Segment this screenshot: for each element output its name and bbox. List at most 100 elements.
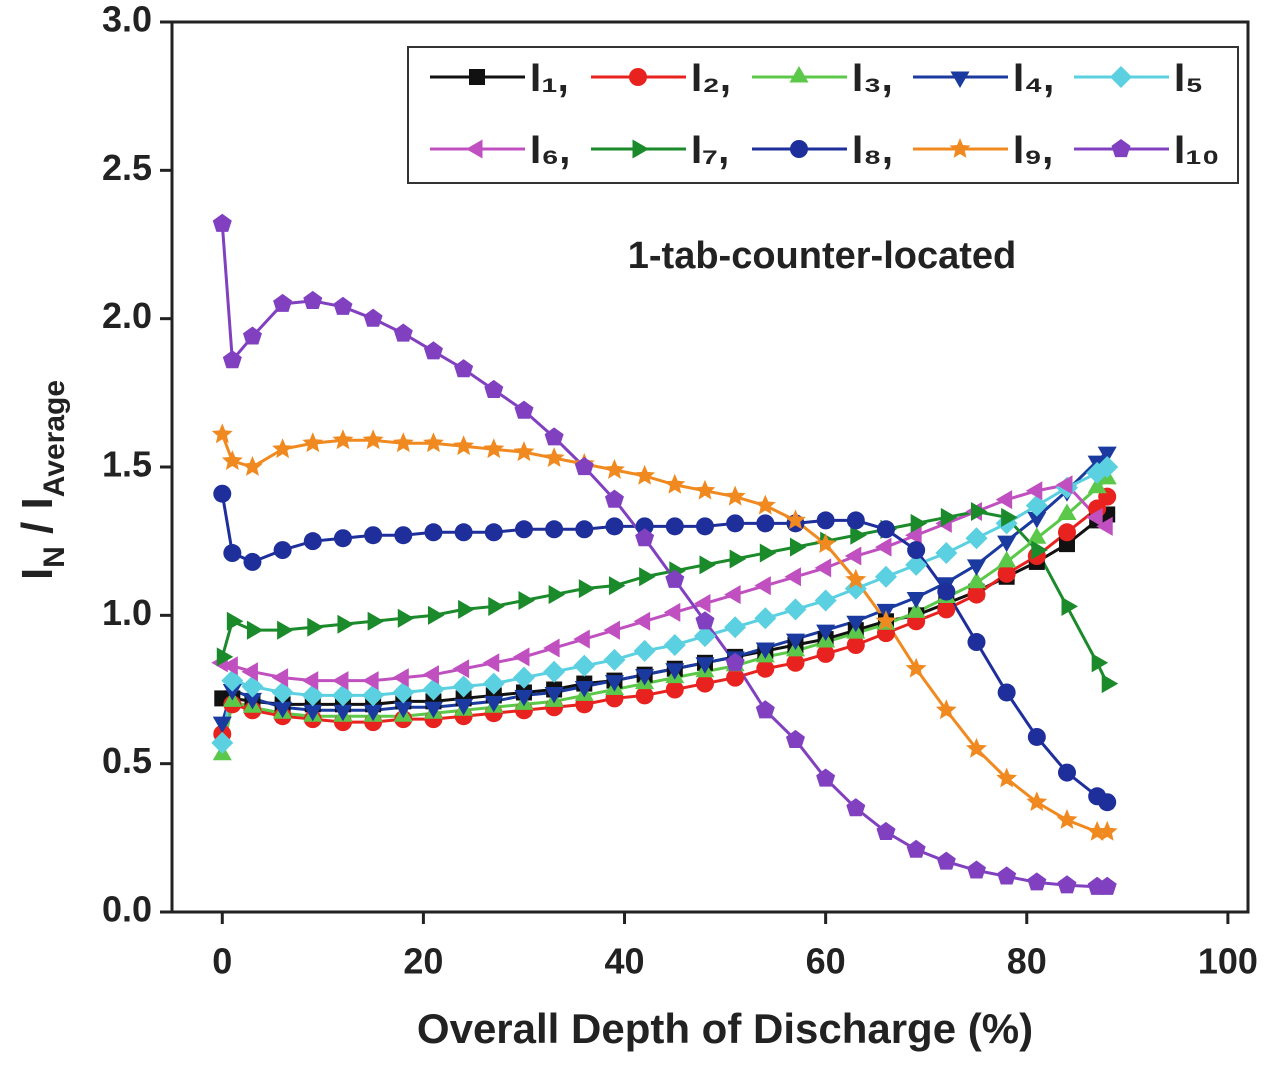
marker: [1111, 139, 1131, 158]
marker: [243, 552, 262, 571]
marker: [940, 507, 958, 527]
marker: [242, 692, 262, 710]
legend-label: I₆,: [530, 128, 570, 172]
marker: [1031, 540, 1048, 560]
marker: [1096, 456, 1119, 478]
marker: [518, 590, 535, 611]
marker: [427, 605, 445, 625]
y-axis-title: IN / IAverage: [13, 380, 71, 580]
marker: [784, 598, 807, 621]
marker: [333, 296, 353, 315]
marker: [452, 675, 475, 698]
marker: [221, 656, 238, 676]
marker: [729, 549, 747, 569]
marker: [331, 671, 349, 691]
marker: [241, 675, 264, 698]
marker: [970, 501, 988, 522]
marker: [273, 293, 293, 312]
marker: [905, 525, 922, 545]
marker: [1057, 875, 1077, 894]
marker: [423, 341, 443, 360]
marker: [790, 140, 808, 158]
marker: [910, 513, 928, 533]
marker: [1091, 653, 1109, 673]
marker: [632, 139, 649, 159]
series-line: [220, 433, 1108, 834]
marker: [573, 654, 596, 677]
marker: [364, 526, 383, 545]
marker: [246, 620, 264, 640]
marker: [695, 611, 715, 630]
marker: [392, 668, 409, 688]
marker: [241, 456, 263, 476]
marker: [935, 542, 958, 565]
marker: [222, 684, 242, 701]
marker: [605, 517, 624, 536]
marker: [997, 564, 1016, 583]
marker: [876, 520, 895, 539]
marker: [786, 653, 805, 672]
x-tick-label: 20: [403, 941, 443, 982]
marker: [221, 669, 244, 692]
marker: [629, 68, 647, 86]
marker: [211, 731, 234, 754]
legend-box: [407, 46, 1239, 184]
marker: [603, 620, 620, 640]
marker: [333, 529, 352, 548]
marker: [695, 657, 715, 674]
marker: [844, 577, 867, 600]
marker: [997, 535, 1017, 553]
marker: [816, 624, 836, 642]
marker: [514, 689, 534, 707]
marker: [665, 569, 685, 588]
marker: [393, 323, 413, 342]
marker: [996, 767, 1018, 788]
marker: [846, 636, 865, 654]
marker: [1096, 516, 1113, 536]
marker: [1027, 527, 1047, 544]
marker: [483, 438, 505, 459]
marker: [937, 582, 956, 601]
marker: [333, 704, 353, 722]
x-tick-label: 40: [604, 941, 644, 982]
marker: [906, 839, 926, 858]
marker: [545, 520, 564, 539]
marker: [635, 517, 654, 536]
legend-label: I₄,: [1013, 56, 1054, 100]
marker: [966, 559, 987, 576]
marker: [1101, 674, 1119, 694]
marker: [785, 729, 805, 749]
marker: [575, 520, 594, 539]
marker: [277, 620, 294, 640]
marker: [367, 611, 385, 631]
marker: [663, 602, 681, 622]
marker: [543, 660, 566, 683]
x-tick-label: 60: [806, 941, 846, 982]
marker: [488, 596, 505, 616]
marker: [726, 514, 745, 533]
marker: [241, 662, 258, 682]
marker: [212, 213, 232, 232]
marker: [273, 701, 293, 719]
marker: [574, 457, 594, 476]
marker: [424, 523, 443, 542]
y-axis-title-part: / I: [13, 497, 62, 546]
marker: [604, 458, 625, 479]
marker: [816, 511, 835, 530]
marker: [814, 558, 832, 578]
marker: [222, 350, 242, 369]
x-tick-label: 0: [212, 941, 232, 982]
marker: [604, 489, 624, 508]
marker: [514, 400, 534, 419]
marker: [544, 686, 564, 704]
marker: [633, 639, 656, 662]
marker: [221, 450, 243, 470]
marker: [332, 429, 354, 450]
y-axis-title-part: N: [38, 546, 71, 568]
marker: [874, 565, 897, 588]
marker: [1097, 446, 1117, 464]
marker: [574, 681, 594, 698]
marker: [695, 674, 714, 693]
marker: [907, 541, 926, 560]
marker: [1001, 507, 1018, 527]
